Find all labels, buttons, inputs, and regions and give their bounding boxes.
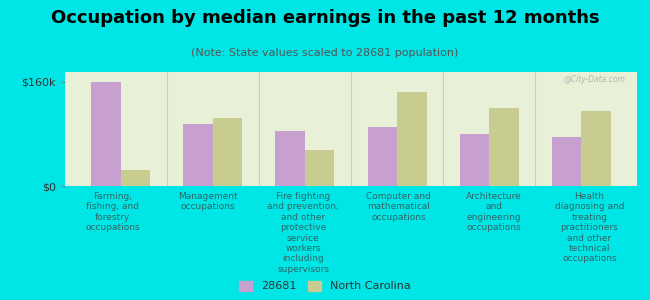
Text: Health
diagnosing and
treating
practitioners
and other
technical
occupations: Health diagnosing and treating practitio…: [554, 192, 624, 263]
Bar: [91, 82, 120, 186]
Text: Farming,
fishing, and
forestry
occupations: Farming, fishing, and forestry occupatio…: [85, 192, 140, 232]
Text: (Note: State values scaled to 28681 population): (Note: State values scaled to 28681 popu…: [191, 48, 459, 58]
Text: Occupation by median earnings in the past 12 months: Occupation by median earnings in the pas…: [51, 9, 599, 27]
Bar: [582, 111, 611, 186]
Text: Computer and
mathematical
occupations: Computer and mathematical occupations: [366, 192, 431, 222]
Bar: [213, 118, 242, 186]
Legend: 28681, North Carolina: 28681, North Carolina: [239, 281, 411, 291]
Bar: [276, 130, 305, 186]
Text: Architecture
and
engineering
occupations: Architecture and engineering occupations: [466, 192, 522, 232]
Bar: [397, 92, 426, 186]
Text: @City-Data.com: @City-Data.com: [564, 75, 625, 84]
Bar: [489, 108, 519, 186]
Bar: [552, 137, 582, 186]
Text: Fire fighting
and prevention,
and other
protective
service
workers
including
sup: Fire fighting and prevention, and other …: [267, 192, 339, 274]
Bar: [368, 128, 397, 186]
Bar: [120, 170, 150, 186]
Text: Management
occupations: Management occupations: [178, 192, 238, 212]
Bar: [183, 124, 213, 186]
Bar: [460, 134, 489, 186]
Bar: [305, 150, 334, 186]
